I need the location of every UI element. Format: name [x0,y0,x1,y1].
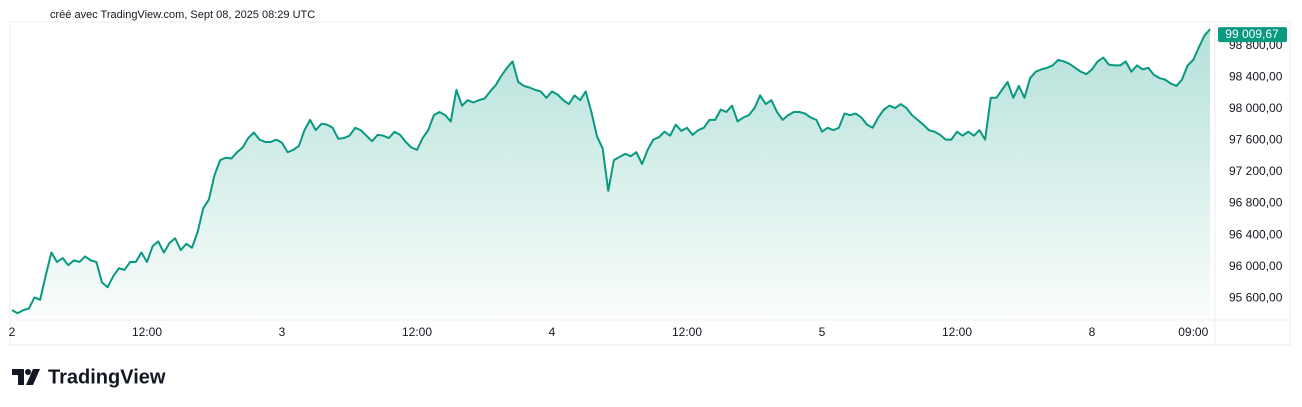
y-tick-label: 97 600,00 [1229,133,1283,147]
x-tick-label: 3 [279,325,286,339]
area-fill [12,29,1211,318]
price-line [11,28,1211,315]
brand-name: TradingView [48,366,166,388]
x-tick-label: 12:00 [402,325,432,339]
y-tick-label: 96 400,00 [1229,227,1283,241]
y-tick-label: 97 200,00 [1229,164,1283,178]
x-tick-label: 4 [549,325,556,339]
x-tick-label: 12:00 [942,325,972,339]
y-tick-label: 98 000,00 [1229,101,1283,115]
x-tick-label: 8 [1089,325,1096,339]
x-tick-label: 2 [9,325,16,339]
chart-frame [9,21,1291,346]
last-price-label: 99 009,67 [1225,27,1279,41]
header: créé avec TradingView.com, Sept 08, 2025… [50,9,315,21]
x-tick-label: 09:00 [1178,325,1208,339]
y-tick-label: 96 000,00 [1229,259,1283,273]
y-tick-label: 96 800,00 [1229,196,1283,210]
y-tick-label: 95 600,00 [1229,290,1283,304]
x-tick-label: 12:00 [132,325,162,339]
y-tick-label: 98 400,00 [1229,69,1283,83]
x-tick-label: 12:00 [672,325,702,339]
brand-logo [12,369,40,385]
last-price-badge [1218,27,1287,43]
x-tick-label: 5 [819,325,826,339]
